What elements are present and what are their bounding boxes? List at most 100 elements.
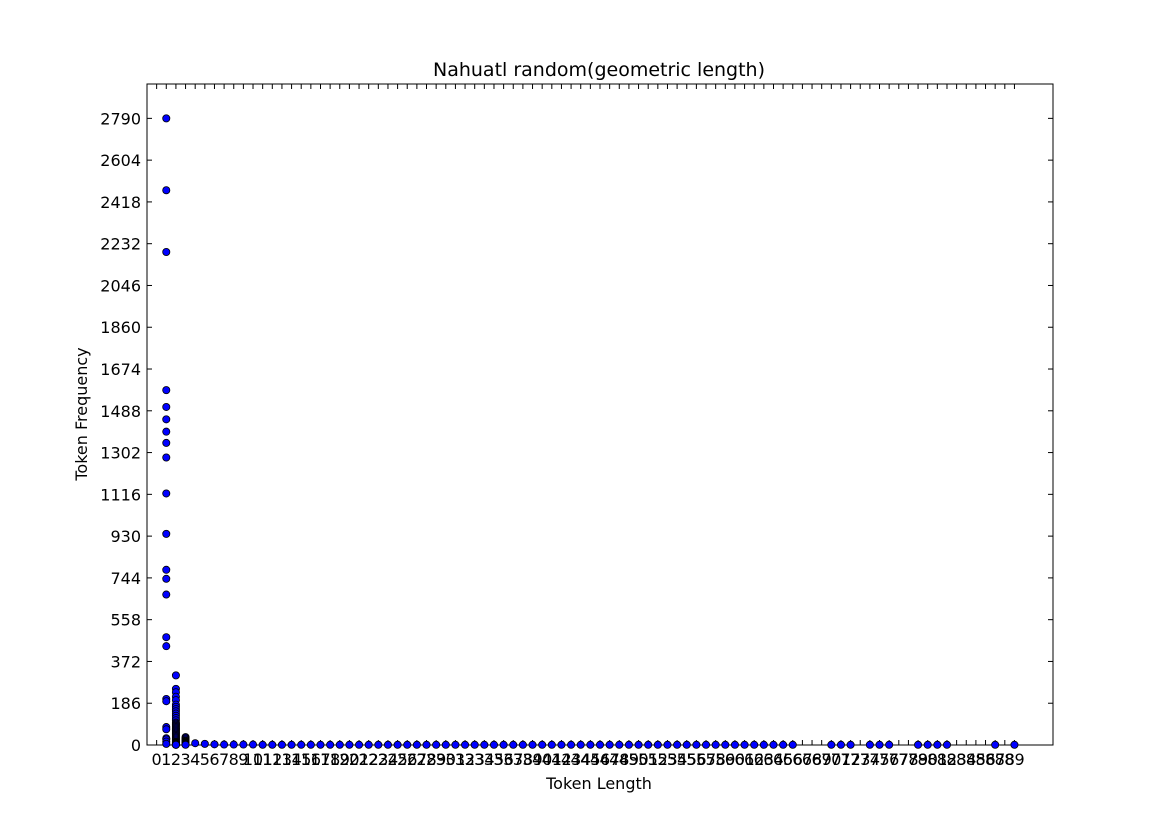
x-tick-label: 65 [773,750,793,769]
x-tick-label: 47 [599,750,619,769]
data-point [682,740,691,749]
x-tick-label: 69 [812,750,832,769]
x-tick-label: 42 [551,750,571,769]
data-point [596,740,605,749]
x-tick-label: 71 [831,750,851,769]
x-tick-label: 36 [493,750,513,769]
y-tick-label: 1302 [100,444,141,463]
data-point [470,740,479,749]
x-tick-label: 7 [219,750,229,769]
x-tick-label: 58 [705,750,725,769]
data-point [451,740,460,749]
x-tick-label: 87 [985,750,1005,769]
x-tick-label: 44 [571,750,591,769]
data-point [162,427,171,436]
data-point [528,740,537,749]
data-point [624,740,633,749]
data-point [605,740,614,749]
data-point [885,740,894,749]
x-tick-label: 78 [898,750,918,769]
x-tick-label: 0 [152,750,162,769]
x-tick-label: 32 [455,750,475,769]
x-tick-label: 49 [619,750,639,769]
data-point [702,740,711,749]
x-tick-label: 1 [161,750,171,769]
data-point [326,740,335,749]
data-point [991,740,1000,749]
x-tick-label: 83 [946,750,966,769]
data-point [355,740,364,749]
x-tick-label: 54 [667,750,687,769]
x-tick-label: 40 [532,750,552,769]
y-tick-label: 186 [110,694,141,713]
data-point [846,740,855,749]
x-tick-label: 56 [686,750,706,769]
data-point [538,740,547,749]
data-point [162,415,171,424]
x-tick-label: 72 [840,750,860,769]
data-point [422,740,431,749]
data-point [162,590,171,599]
data-point [740,740,749,749]
data-point [162,453,171,462]
data-point [576,740,585,749]
y-tick-label: 2418 [100,193,141,212]
data-point [865,740,874,749]
data-point [412,740,421,749]
x-tick-label: 10 [243,750,263,769]
data-point [162,438,171,447]
x-tick-label: 8 [229,750,239,769]
x-tick-label: 4 [190,750,200,769]
data-point [759,740,768,749]
x-tick-label: 61 [734,750,754,769]
data-point [210,740,219,749]
y-tick-label: 0 [131,736,141,755]
x-tick-label: 24 [378,750,398,769]
x-tick-label: 79 [908,750,928,769]
x-tick-label: 26 [397,750,417,769]
data-point [788,740,797,749]
data-point [162,489,171,498]
x-tick-label: 74 [860,750,880,769]
x-tick-label: 16 [301,750,321,769]
data-point [730,740,739,749]
data-point [316,740,325,749]
data-point [335,740,344,749]
y-tick-label: 2604 [100,151,141,170]
x-tick-label: 68 [802,750,822,769]
x-tick-label: 6 [209,750,219,769]
x-tick-label: 27 [407,750,427,769]
x-tick-label: 75 [869,750,889,769]
x-tick-label: 67 [792,750,812,769]
data-point [634,740,643,749]
data-point [489,740,498,749]
data-point [162,697,171,706]
data-point [644,740,653,749]
data-point [258,740,267,749]
x-tick-label: 33 [465,750,485,769]
data-point [268,740,277,749]
x-tick-label: 29 [426,750,446,769]
x-tick-label: 48 [609,750,629,769]
data-point [191,739,200,748]
data-point [547,740,556,749]
x-axis: 0 1 2 3 4 5 6 7 8 9101112131415161718192021222324… [152,84,1025,769]
y-axis-title: Token Frequency [72,347,91,481]
x-tick-label: 59 [715,750,735,769]
data-point [287,740,296,749]
data-point [239,740,248,749]
x-tick-label: 70 [821,750,841,769]
data-point [615,740,624,749]
data-point [181,740,190,749]
y-tick-label: 2790 [100,109,141,128]
y-tick-label: 2232 [100,235,141,254]
x-tick-label: 82 [937,750,957,769]
y-tick-label: 2046 [100,276,141,295]
data-point [914,740,923,749]
data-point [1010,740,1019,749]
x-tick-label: 62 [744,750,764,769]
data-point [383,740,392,749]
data-point [653,740,662,749]
data-point [509,740,518,749]
x-tick-label: 76 [879,750,899,769]
